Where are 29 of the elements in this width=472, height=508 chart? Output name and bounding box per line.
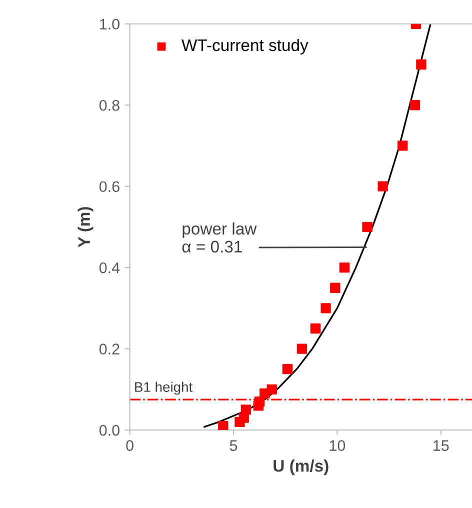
y-tick-label: 0.8 [99, 100, 120, 111]
point [330, 282, 340, 293]
point [282, 364, 293, 374]
y-tick-label: 0.6 [99, 181, 120, 192]
point [416, 59, 426, 70]
y-tick-label: 0.4 [99, 262, 120, 274]
annotation: power law α = 0.31 [182, 222, 257, 253]
point [410, 100, 420, 110]
point [240, 404, 252, 415]
x-tick-label: 10 [330, 440, 346, 451]
y-axis-title: Y (m) [78, 207, 94, 248]
x-tick-label: 5 [230, 440, 238, 451]
ref-line-label: B1 height [135, 382, 193, 395]
x-tick-label: 15 [434, 440, 449, 451]
point [310, 323, 321, 334]
point [339, 262, 350, 273]
y-tick-label: 1.0 [100, 18, 120, 30]
point [320, 303, 331, 314]
y-tick-label: 0.2 [99, 344, 120, 354]
legend-label: WT-current study [182, 38, 308, 54]
point [378, 181, 388, 192]
point [362, 222, 372, 232]
point [266, 384, 277, 394]
point [397, 140, 408, 151]
y-tick-label: 0.0 [99, 424, 120, 436]
point [296, 344, 308, 354]
point [218, 420, 228, 430]
x-tick-label: 0 [126, 440, 134, 451]
x-axis-title: U (m/s) [274, 460, 328, 476]
